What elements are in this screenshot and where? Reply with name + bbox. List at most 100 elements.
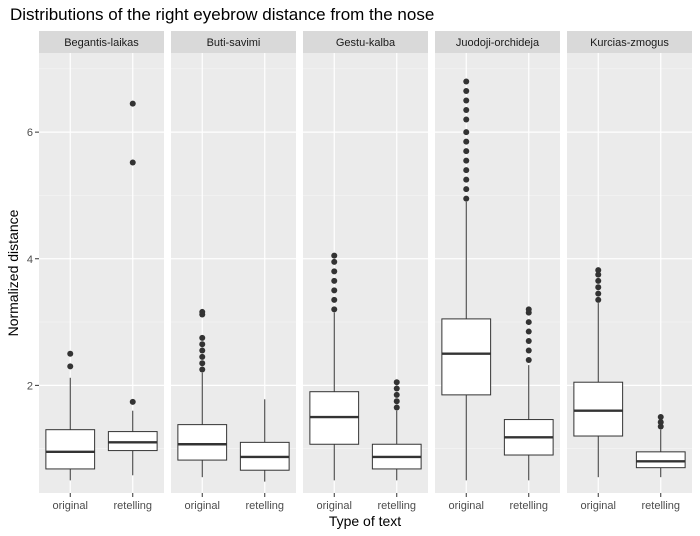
y-tick-label: 6	[27, 127, 33, 139]
outlier-point	[199, 347, 206, 354]
outlier-point	[331, 296, 338, 303]
outlier-point	[595, 277, 602, 284]
x-tick-label: original	[581, 500, 616, 512]
box-iqr	[635, 451, 686, 469]
x-tick-label: original	[449, 500, 484, 512]
outlier-point	[199, 353, 206, 360]
outlier-point	[129, 100, 136, 107]
outlier-point	[595, 290, 602, 297]
outlier-point	[657, 414, 664, 421]
facet-strip	[39, 31, 164, 53]
outlier-point	[525, 357, 532, 364]
outlier-point	[331, 268, 338, 275]
outlier-point	[199, 308, 206, 315]
outlier-point	[129, 398, 136, 405]
box-iqr	[107, 431, 158, 452]
x-tick-label: retelling	[113, 500, 152, 512]
outlier-point	[393, 404, 400, 411]
x-tick-label: retelling	[377, 500, 416, 512]
outlier-point	[331, 277, 338, 284]
box-retelling	[239, 399, 290, 482]
facet-strip	[435, 31, 560, 53]
box-iqr	[177, 424, 228, 461]
box-retelling	[503, 306, 554, 481]
outlier-point	[331, 258, 338, 265]
box-original	[441, 78, 492, 481]
x-tick-label: original	[185, 500, 220, 512]
chart-title: Distributions of the right eyebrow dista…	[10, 5, 434, 24]
box-original	[177, 308, 228, 478]
outlier-point	[463, 78, 470, 85]
x-tick-label: retelling	[641, 500, 680, 512]
facet-gestu-kalba: Gestu-kalba original retelling	[303, 31, 428, 512]
facet-strip	[567, 31, 692, 53]
outlier-point	[463, 157, 470, 164]
outlier-point	[525, 347, 532, 354]
x-tick-label: retelling	[509, 500, 548, 512]
outlier-point	[331, 306, 338, 313]
outlier-point	[595, 284, 602, 291]
outlier-point	[463, 129, 470, 136]
outlier-point	[199, 341, 206, 348]
outlier-point	[657, 423, 664, 430]
x-tick-label: original	[317, 500, 352, 512]
panel-background	[39, 53, 164, 493]
outlier-point	[393, 385, 400, 392]
outlier-point	[525, 328, 532, 335]
outlier-point	[199, 360, 206, 367]
x-tick-label: retelling	[245, 500, 284, 512]
facet-buti-savimi: Buti-savimi original retelling	[171, 31, 296, 512]
box-retelling	[107, 100, 158, 476]
facet-strip-label: Buti-savimi	[207, 37, 261, 49]
outlier-point	[331, 252, 338, 259]
box-original	[573, 267, 624, 478]
outlier-point	[463, 148, 470, 155]
outlier-point	[525, 306, 532, 313]
facet-strip	[171, 31, 296, 53]
outlier-point	[463, 138, 470, 145]
outlier-point	[67, 350, 74, 357]
outlier-point	[595, 271, 602, 278]
facet-strip-label: Gestu-kalba	[336, 37, 396, 49]
facet-begantis-laikas: Begantis-laikas original retelling	[39, 31, 164, 512]
outlier-point	[463, 116, 470, 123]
outlier-point	[657, 419, 664, 426]
outlier-point	[463, 97, 470, 104]
box-iqr	[45, 429, 96, 470]
y-tick-label: 2	[27, 380, 33, 392]
outlier-point	[129, 159, 136, 166]
y-axis-title: Normalized distance	[5, 209, 21, 336]
box-iqr	[573, 381, 624, 437]
outlier-point	[463, 195, 470, 202]
box-retelling	[371, 379, 422, 481]
outlier-point	[199, 366, 206, 373]
y-tick-label: 4	[27, 254, 33, 266]
outlier-point	[331, 287, 338, 294]
outlier-point	[199, 334, 206, 341]
facet-strip	[303, 31, 428, 53]
box-retelling	[635, 414, 686, 478]
box-iqr	[441, 318, 492, 396]
outlier-point	[393, 398, 400, 405]
outlier-point	[463, 176, 470, 183]
y-axis: 2 4 6	[27, 127, 39, 392]
panel-background	[171, 53, 296, 493]
facet-strip-label: Juodoji-orchideja	[456, 37, 540, 49]
outlier-point	[525, 338, 532, 345]
box-original	[309, 252, 360, 481]
facet-strip-label: Kurcias-zmogus	[590, 37, 669, 49]
outlier-point	[393, 391, 400, 398]
outlier-point	[463, 186, 470, 193]
outlier-point	[463, 106, 470, 113]
x-tick-label: original	[53, 500, 88, 512]
outlier-point	[595, 296, 602, 303]
facet-kurcias-zmogus: Kurcias-zmogus original retelling	[567, 31, 692, 512]
outlier-point	[393, 379, 400, 386]
outlier-point	[463, 87, 470, 94]
outlier-point	[595, 267, 602, 274]
x-axis-title: Type of text	[329, 513, 401, 529]
box-original	[45, 350, 96, 481]
facet-strip-label: Begantis-laikas	[64, 37, 139, 49]
